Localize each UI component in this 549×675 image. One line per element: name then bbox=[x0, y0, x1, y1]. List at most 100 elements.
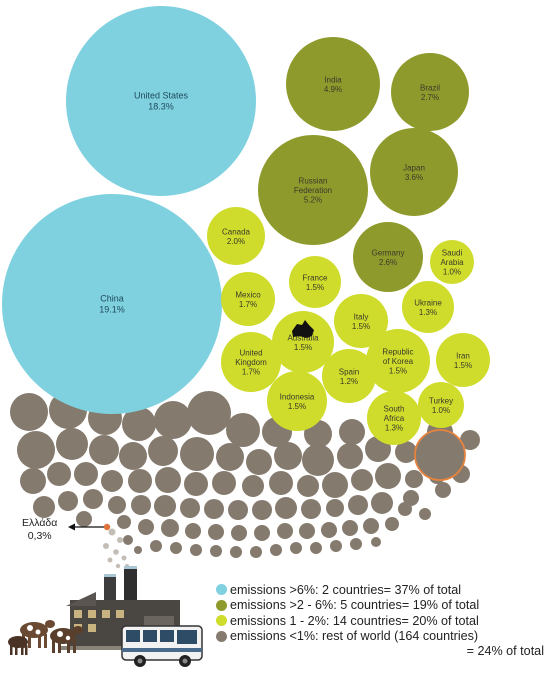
bubble-indonesia bbox=[267, 371, 327, 431]
greece-label: Ελλάδα 0,3% bbox=[22, 517, 57, 543]
rest-of-world-bubble bbox=[47, 462, 71, 486]
rest-of-world-bubble bbox=[228, 500, 248, 520]
label-china: China 19.1% bbox=[99, 294, 125, 315]
rest-of-world-bubble-highlighted bbox=[414, 429, 466, 481]
bubble-united-states bbox=[66, 6, 256, 196]
greece-bubble bbox=[103, 523, 111, 531]
rest-of-world-bubble bbox=[208, 524, 224, 540]
rest-of-world-bubble bbox=[348, 495, 368, 515]
rest-of-world-bubble bbox=[148, 436, 178, 466]
bubble-russian-federation bbox=[258, 135, 368, 245]
legend-swatch-g3 bbox=[216, 615, 227, 627]
rest-of-world-bubble bbox=[131, 495, 151, 515]
label-japan: Japan 3.6% bbox=[403, 163, 425, 182]
rest-of-world-bubble bbox=[180, 498, 200, 518]
cows-illustration bbox=[8, 620, 83, 655]
australia-map-icon bbox=[292, 320, 314, 338]
legend-item-g2: emissions >2 - 6%: 5 countries= 19% of t… bbox=[216, 598, 548, 614]
country-bubbles bbox=[2, 6, 490, 445]
bubble-germany bbox=[353, 222, 423, 292]
rest-of-world-bubble bbox=[351, 469, 373, 491]
legend-text-g4: emissions <1%: rest of world (164 countr… bbox=[230, 629, 479, 644]
bubble-india bbox=[286, 37, 380, 131]
rest-of-world-bubble bbox=[460, 430, 480, 450]
label-republic-of-korea: Republic of Korea 1.5% bbox=[382, 348, 413, 376]
rest-of-world-bubble bbox=[76, 511, 92, 527]
rest-of-world-bubble bbox=[161, 519, 179, 537]
bubble-republic-of-korea bbox=[366, 329, 430, 393]
rest-of-world-bubble bbox=[185, 523, 201, 539]
bubble-turkey bbox=[418, 382, 464, 428]
rest-of-world-bubble bbox=[101, 470, 123, 492]
label-turkey: Turkey 1.0% bbox=[429, 396, 453, 415]
factory-illustration bbox=[8, 528, 203, 667]
rest-of-world-bubble bbox=[123, 535, 133, 545]
bubble-brazil bbox=[391, 53, 469, 131]
rest-of-world-bubble bbox=[89, 435, 119, 465]
rest-of-world-bubble bbox=[403, 490, 419, 506]
rest-of-world-bubble bbox=[350, 538, 362, 550]
bubble-south-africa bbox=[367, 391, 421, 445]
rest-of-world-bubble bbox=[337, 443, 363, 469]
rest-of-world-bubble bbox=[302, 444, 334, 476]
bubble-united-kingdom bbox=[221, 332, 281, 392]
rest-of-world-bubble bbox=[419, 508, 431, 520]
label-france: France 1.5% bbox=[303, 273, 328, 292]
rest-of-world-bubble bbox=[58, 491, 78, 511]
rest-of-world-bubble bbox=[190, 544, 202, 556]
rest-of-world-bubble bbox=[128, 469, 152, 493]
bubble-saudi-arabia bbox=[430, 240, 474, 284]
rest-of-world-bubble bbox=[212, 471, 236, 495]
rest-of-world-bubble bbox=[326, 499, 344, 517]
label-ukraine: Ukraine 1.3% bbox=[414, 298, 442, 317]
bus-illustration bbox=[121, 625, 203, 667]
label-canada: Canada 2.0% bbox=[222, 227, 251, 246]
label-mexico: Mexico 1.7% bbox=[235, 290, 261, 309]
rest-of-world-bubble bbox=[56, 428, 88, 460]
label-india: India 4.9% bbox=[324, 75, 342, 94]
bubble-canada bbox=[207, 207, 265, 265]
rest-of-world-bubble bbox=[321, 522, 337, 538]
rest-of-world-bubble bbox=[385, 517, 399, 531]
rest-of-world-bubble bbox=[216, 443, 244, 471]
rest-of-world-bubble bbox=[74, 462, 98, 486]
legend-text-g4-extra: = 24% of total bbox=[466, 644, 544, 658]
legend-text-g1: emissions >6%: 2 countries= 37% of total bbox=[230, 582, 462, 597]
rest-of-world-bubble bbox=[108, 496, 126, 514]
rest-of-world-bubble bbox=[269, 471, 293, 495]
legend-swatch-g1 bbox=[216, 584, 227, 596]
label-australia: Australia 1.5% bbox=[287, 333, 319, 352]
rest-of-world-bubble bbox=[33, 496, 55, 518]
label-iran: Iran 1.5% bbox=[454, 351, 472, 370]
bubble-australia bbox=[272, 311, 334, 373]
rest-of-world-bubble bbox=[180, 437, 214, 471]
rest-of-world-bubble bbox=[230, 546, 242, 558]
rest-of-world-bubble bbox=[150, 540, 162, 552]
rest-of-world-bubble bbox=[138, 519, 154, 535]
rest-of-world-bubble bbox=[274, 442, 302, 470]
rest-of-world-bubble bbox=[270, 544, 282, 556]
rest-of-world-bubble bbox=[254, 525, 270, 541]
bubble-ukraine bbox=[402, 281, 454, 333]
label-germany: Germany 2.6% bbox=[372, 248, 405, 267]
rest-of-world-bubble bbox=[299, 523, 315, 539]
rest-of-world-bubble bbox=[20, 468, 46, 494]
bubble-japan bbox=[370, 128, 458, 216]
greece-name: Ελλάδα bbox=[22, 517, 58, 529]
rest-of-world-bubble bbox=[363, 518, 379, 534]
rest-of-world-bubble bbox=[134, 546, 142, 554]
rest-of-world-bubble bbox=[155, 467, 181, 493]
label-spain: Spain 1.2% bbox=[339, 367, 359, 386]
rest-of-world-bubble bbox=[371, 492, 393, 514]
country-labels: United States 18.3% China 19.1% India 4.9% Bra… bbox=[99, 75, 472, 432]
rest-of-world-bubble bbox=[170, 542, 182, 554]
bubble-iran bbox=[436, 333, 490, 387]
legend-item-g4: emissions <1%: rest of world (164 countr… bbox=[216, 629, 548, 645]
rest-of-world-bubble bbox=[395, 441, 417, 463]
rest-of-world-bubble bbox=[342, 520, 358, 536]
label-saudi-arabia: Saudi Arabia 1.0% bbox=[440, 249, 464, 277]
rest-of-world-bubble bbox=[398, 502, 412, 516]
rest-of-world-bubble bbox=[184, 472, 208, 496]
rest-of-world-bubble bbox=[290, 542, 302, 554]
bubble-china bbox=[2, 194, 222, 414]
